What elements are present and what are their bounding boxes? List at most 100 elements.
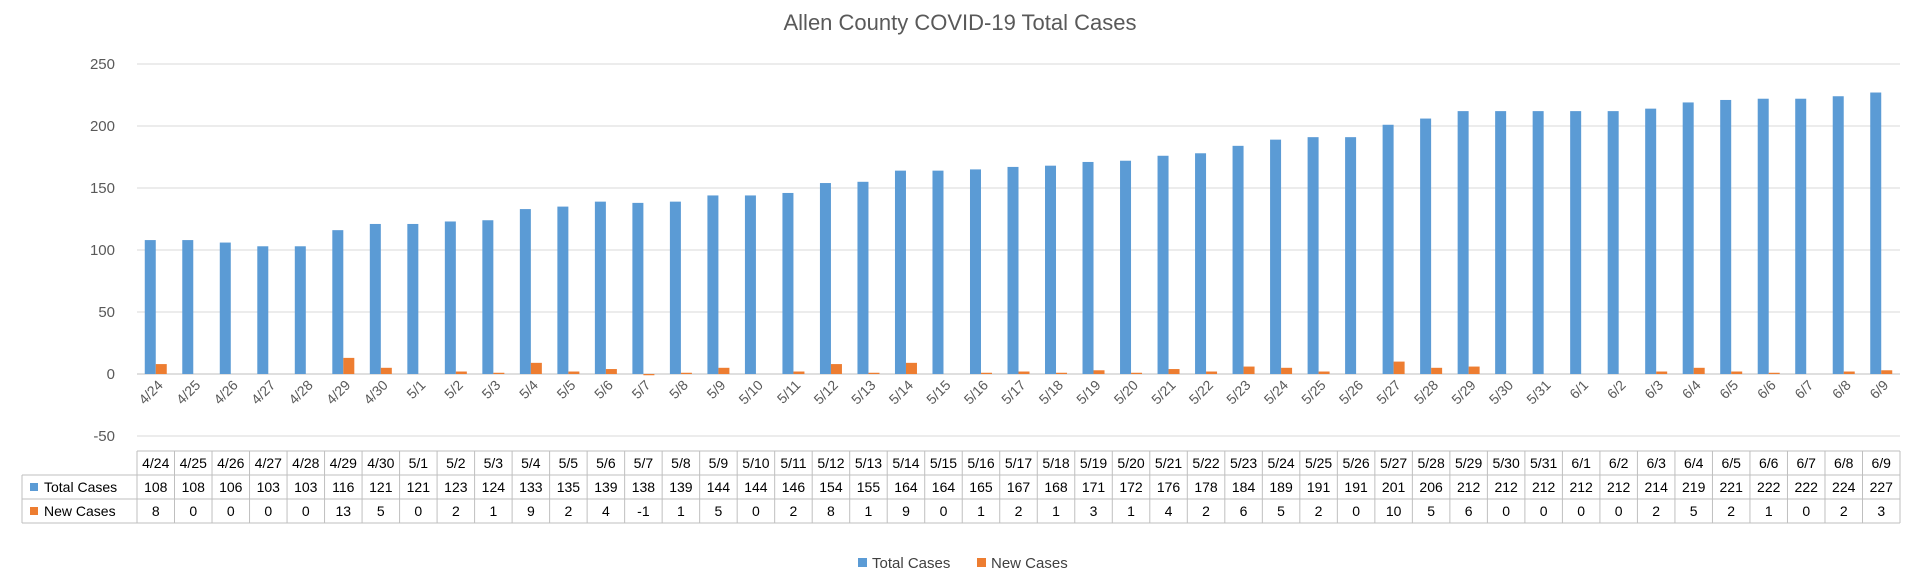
table-value-cell: 212 [1457, 479, 1481, 495]
bar-total-cases [1420, 118, 1432, 374]
x-tick-label: 5/25 [1298, 377, 1329, 408]
table-value-cell: 191 [1307, 479, 1331, 495]
table-header-cell: 6/1 [1571, 455, 1591, 471]
bar-new-cases [1393, 361, 1405, 374]
y-tick-label: -50 [93, 428, 115, 445]
table-value-cell: 124 [482, 479, 506, 495]
bar-new-cases [1768, 372, 1780, 374]
table-header-cell: 5/17 [1005, 455, 1032, 471]
x-tick-label: 5/17 [998, 377, 1029, 408]
bar-new-cases [1168, 369, 1180, 374]
legend-swatch [858, 558, 867, 567]
table-value-cell: 4 [1165, 503, 1173, 519]
table-value-cell: 172 [1119, 479, 1143, 495]
bar-total-cases [594, 201, 606, 374]
bar-total-cases [1045, 165, 1057, 374]
x-tick-label: 6/1 [1566, 377, 1591, 402]
bar-new-cases [1281, 367, 1293, 374]
table-value-cell: 5 [1690, 503, 1698, 519]
table-value-cell: 2 [564, 503, 572, 519]
table-value-cell: 0 [752, 503, 760, 519]
bar-total-cases [1682, 102, 1694, 374]
bar-total-cases [1232, 145, 1244, 374]
table-header-cell: 5/10 [742, 455, 769, 471]
table-value-cell: 0 [414, 503, 422, 519]
table-value-cell: 2 [1727, 503, 1735, 519]
table-value-cell: 171 [1082, 479, 1106, 495]
x-tick-label: 6/3 [1641, 377, 1666, 402]
x-tick-label: 5/27 [1373, 377, 1404, 408]
table-value-cell: 3 [1090, 503, 1098, 519]
bar-total-cases [1532, 111, 1544, 375]
table-header-cell: 5/11 [780, 455, 806, 471]
table-value-cell: 108 [144, 479, 168, 495]
table-header-cell: 5/26 [1342, 455, 1369, 471]
bar-total-cases [1607, 111, 1619, 375]
table-value-cell: 139 [669, 479, 693, 495]
table-header-cell: 6/3 [1646, 455, 1666, 471]
table-value-cell: 184 [1232, 479, 1256, 495]
table-value-cell: 1 [677, 503, 685, 519]
table-header-cell: 5/15 [930, 455, 957, 471]
table-header-cell: 6/4 [1684, 455, 1704, 471]
bar-total-cases [332, 230, 344, 374]
table-value-cell: 5 [377, 503, 385, 519]
bar-total-cases [782, 192, 794, 374]
table-value-cell: 6 [1240, 503, 1248, 519]
table-value-cell: 9 [902, 503, 910, 519]
bar-total-cases [1270, 139, 1282, 374]
table-value-cell: 168 [1044, 479, 1068, 495]
x-tick-label: 5/4 [516, 377, 541, 402]
table-value-cell: 13 [336, 503, 352, 519]
table-header-cell: 5/3 [484, 455, 504, 471]
table-header-cell: 5/19 [1080, 455, 1107, 471]
table-header-cell: 6/9 [1872, 455, 1892, 471]
bar-total-cases [407, 223, 419, 374]
bar-total-cases [632, 202, 644, 374]
table-header-cell: 6/5 [1721, 455, 1741, 471]
table-value-cell: 212 [1607, 479, 1631, 495]
table-header-cell: 4/26 [217, 455, 244, 471]
bar-new-cases [1693, 367, 1705, 374]
table-value-cell: 2 [1840, 503, 1848, 519]
table-value-cell: 0 [302, 503, 310, 519]
bar-total-cases [219, 242, 231, 374]
legend-swatch [977, 558, 986, 567]
bar-total-cases [369, 223, 381, 374]
x-tick-label: 5/11 [774, 377, 804, 407]
table-value-cell: 154 [819, 479, 843, 495]
table-value-cell: 164 [932, 479, 956, 495]
table-value-cell: -1 [637, 503, 650, 519]
bar-total-cases [519, 209, 531, 374]
table-value-cell: 206 [1419, 479, 1443, 495]
bar-new-cases [1731, 371, 1743, 374]
table-value-cell: 2 [1202, 503, 1210, 519]
table-value-cell: 165 [969, 479, 993, 495]
bar-new-cases [605, 369, 617, 374]
table-value-cell: 6 [1465, 503, 1473, 519]
x-tick-label: 5/5 [553, 377, 578, 402]
x-tick-label: 4/28 [285, 377, 316, 408]
bar-total-cases [1457, 111, 1469, 375]
table-value-cell: 1 [489, 503, 497, 519]
x-tick-label: 5/29 [1448, 377, 1479, 408]
table-header-cell: 5/21 [1155, 455, 1182, 471]
table-value-cell: 191 [1344, 479, 1368, 495]
table-value-cell: 189 [1269, 479, 1293, 495]
bar-new-cases [1843, 371, 1855, 374]
table-value-cell: 1 [1127, 503, 1135, 519]
table-value-cell: 2 [790, 503, 798, 519]
table-series-label: New Cases [44, 503, 116, 519]
bar-total-cases [557, 206, 569, 374]
x-tick-label: 5/8 [666, 377, 691, 402]
x-tick-label: 5/26 [1336, 377, 1367, 408]
table-value-cell: 0 [1502, 503, 1510, 519]
table-value-cell: 2 [1015, 503, 1023, 519]
bar-total-cases [257, 246, 269, 374]
bar-new-cases [455, 371, 467, 374]
table-value-cell: 133 [519, 479, 543, 495]
table-value-cell: 222 [1795, 479, 1819, 495]
table-value-cell: 0 [1352, 503, 1360, 519]
table-series-label: Total Cases [44, 479, 117, 495]
